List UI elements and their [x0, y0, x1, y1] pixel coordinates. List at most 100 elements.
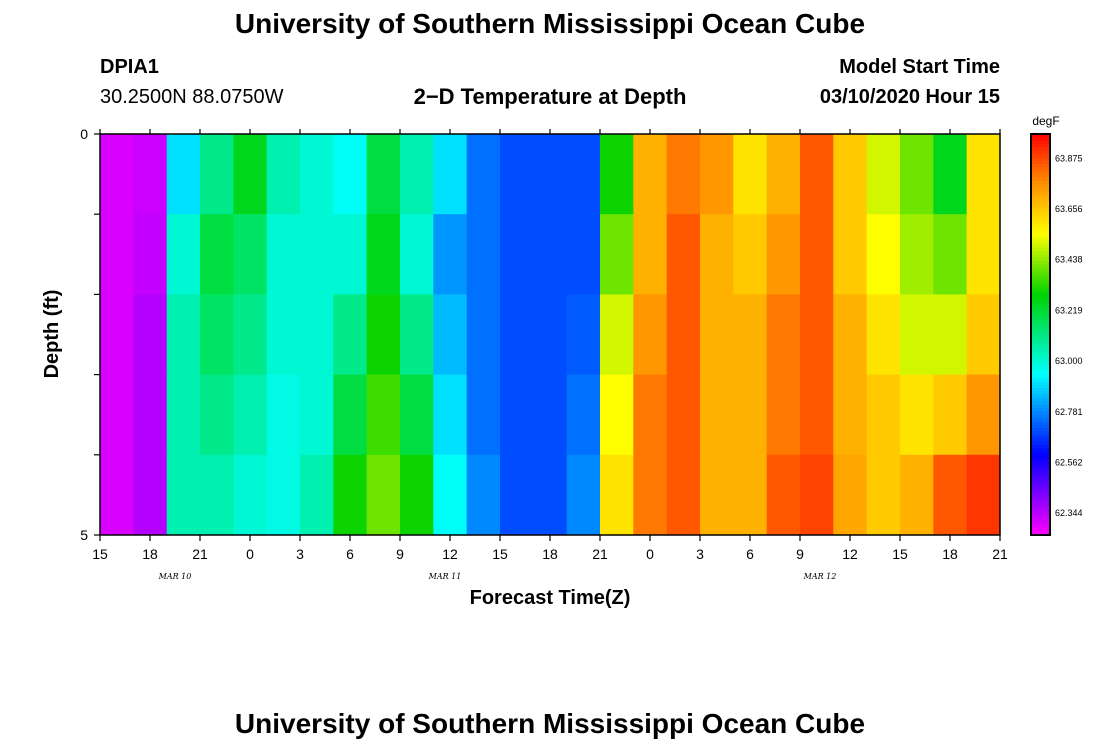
colorbar-swatch [1031, 230, 1050, 235]
heatmap-cell [433, 214, 468, 295]
colorbar-swatch [1031, 451, 1050, 456]
colorbar-swatch [1031, 317, 1050, 322]
heatmap-cell [933, 294, 968, 376]
x-tick-label: 0 [246, 546, 254, 562]
heatmap-cell [433, 454, 468, 536]
colorbar-swatch [1031, 367, 1050, 372]
heatmap-cell [100, 294, 134, 376]
heatmap-cell [100, 374, 134, 456]
colorbar-swatch [1031, 197, 1050, 202]
colorbar-swatch [1031, 287, 1050, 292]
heatmap-cell [766, 134, 801, 215]
colorbar-swatch [1031, 481, 1050, 486]
heatmap-cell [400, 294, 434, 376]
heatmap-cell [400, 214, 434, 295]
colorbar-swatch [1031, 327, 1050, 332]
colorbar-swatch [1031, 160, 1050, 165]
date-label: MAR 10 [158, 572, 192, 581]
heatmap-cell [600, 374, 634, 456]
y-tick-label: 0 [80, 126, 88, 142]
heatmap-cell [533, 214, 568, 295]
heatmap-cell [966, 454, 1001, 536]
colorbar-swatch [1031, 281, 1050, 285]
x-tick-label: 18 [142, 546, 158, 562]
colorbar-swatch [1031, 377, 1050, 382]
colorbar-swatch [1031, 431, 1050, 436]
heatmap-cell [933, 134, 968, 215]
heatmap-cell [466, 214, 501, 295]
heatmap-cell [500, 374, 534, 456]
colorbar-swatch [1031, 167, 1050, 172]
colorbar-swatch [1031, 277, 1050, 282]
heatmap-cell [500, 134, 534, 215]
heatmap-cell [800, 454, 834, 536]
heatmap-cell [666, 134, 701, 215]
heatmap-cell [833, 134, 868, 215]
colorbar-tick-label: 62.344 [1055, 508, 1083, 518]
colorbar-swatch [1031, 137, 1050, 142]
x-tick-label: 12 [442, 546, 458, 562]
colorbar-swatch [1031, 337, 1050, 342]
x-tick-label: 12 [842, 546, 858, 562]
heatmap-cell [600, 454, 634, 536]
colorbar-swatch [1031, 474, 1050, 479]
colorbar-swatch [1031, 448, 1050, 453]
heatmap-cell [966, 214, 1001, 295]
heatmap-cell [666, 374, 701, 456]
colorbar-swatch [1031, 267, 1050, 272]
heatmap-cell [333, 294, 368, 376]
colorbar-swatch [1031, 184, 1050, 189]
heatmap-cell [500, 214, 534, 295]
heatmap-cell [233, 294, 268, 376]
heatmap-cell [900, 214, 934, 295]
heatmap-cell [633, 134, 668, 215]
colorbar-swatch [1031, 154, 1050, 158]
colorbar-swatch [1031, 311, 1050, 316]
colorbar-swatch [1031, 347, 1050, 352]
x-tick-label: 21 [192, 546, 208, 562]
x-tick-label: 21 [592, 546, 608, 562]
colorbar-swatch [1031, 418, 1050, 422]
heatmap-cell [533, 134, 568, 215]
heatmap-cell [300, 294, 334, 376]
colorbar-swatch [1031, 471, 1050, 476]
heatmap-cell [600, 214, 634, 295]
colorbar-swatch [1031, 200, 1050, 205]
heatmap-cell [900, 374, 934, 456]
heatmap-cell [800, 294, 834, 376]
heatmap-cell [366, 214, 401, 295]
colorbar-swatch [1031, 234, 1050, 239]
colorbar-swatch [1031, 301, 1050, 306]
heatmap-cell [333, 214, 368, 295]
colorbar-swatch [1031, 304, 1050, 309]
heatmap-cell [900, 294, 934, 376]
heatmap-cell [566, 454, 601, 536]
heatmap-cell [733, 294, 768, 376]
x-tick-label: 15 [492, 546, 508, 562]
colorbar-swatch [1031, 411, 1050, 416]
x-tick-label: 9 [396, 546, 404, 562]
colorbar-swatch [1031, 381, 1050, 386]
colorbar-swatch [1031, 244, 1050, 249]
colorbar-swatch [1031, 414, 1050, 419]
colorbar-swatch [1031, 344, 1050, 349]
colorbar-swatch [1031, 217, 1050, 222]
colorbar-swatch [1031, 177, 1050, 182]
colorbar-swatch [1031, 401, 1050, 406]
heatmap-cell [133, 134, 168, 215]
colorbar-swatch [1031, 297, 1050, 302]
colorbar-swatch [1031, 250, 1050, 255]
heatmap-cell [266, 134, 301, 215]
heatmap-cell [766, 294, 801, 376]
colorbar-swatch [1031, 387, 1050, 392]
x-tick-label: 15 [92, 546, 108, 562]
colorbar-swatch [1031, 147, 1050, 152]
colorbar-swatch [1031, 207, 1050, 212]
heatmap-cell [700, 374, 734, 456]
y-axis-label: Depth (ft) [41, 290, 63, 379]
colorbar: 63.875 63.656 63.438 63.219 63.000 62.781 62.5… [1030, 133, 1083, 536]
heatmap-cell [900, 134, 934, 215]
colorbar-swatch [1031, 140, 1050, 145]
colorbar-swatch [1031, 164, 1050, 169]
